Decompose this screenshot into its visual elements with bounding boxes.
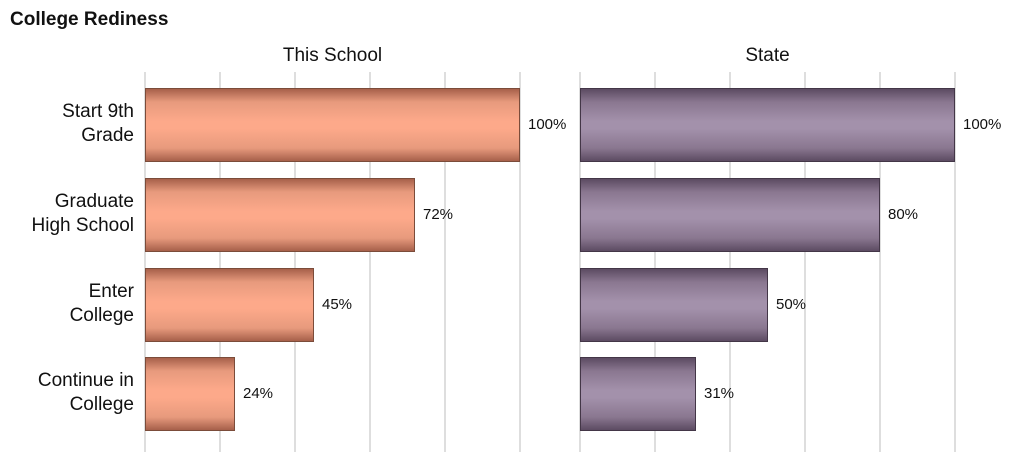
category-label-line: Continue in [37,370,134,391]
gridline [294,72,296,452]
data-label: 80% [888,206,919,223]
gridline [729,72,731,452]
bar [145,357,235,431]
data-label: 100% [963,116,1002,133]
category-label-line: College [69,394,134,415]
chart-title: College Rediness [10,9,169,30]
gridline [579,72,581,452]
bar [580,357,696,431]
gridline [654,72,656,452]
category-label-line: College [69,305,134,326]
data-label: 50% [776,296,807,313]
category-label-line: Enter [88,281,134,302]
data-label: 72% [423,206,454,223]
category-label-line: Grade [81,125,134,146]
category-label-line: Start 9th [62,101,134,122]
bar [580,268,768,342]
data-label: 100% [528,116,567,133]
data-label: 24% [243,385,274,402]
bar [145,178,415,252]
category-label: Start 9th Grade [0,100,134,148]
category-label: Enter College [0,280,134,328]
category-label: Continue in College [0,369,134,417]
gridline [519,72,521,452]
panel-title: State [745,45,790,66]
gridline [369,72,371,452]
data-label: 31% [704,385,735,402]
gridline [444,72,446,452]
gridline [879,72,881,452]
bar [580,178,880,252]
gridline [219,72,221,452]
category-label-line: Graduate [54,191,134,212]
category-label: Graduate High School [0,190,134,238]
category-label-line: High School [31,215,134,236]
bar [580,88,955,162]
bar [145,88,520,162]
panel-title: This School [282,45,383,66]
gridline [954,72,956,452]
bar [145,268,314,342]
data-label: 45% [322,296,353,313]
gridline [804,72,806,452]
gridline [144,72,146,452]
